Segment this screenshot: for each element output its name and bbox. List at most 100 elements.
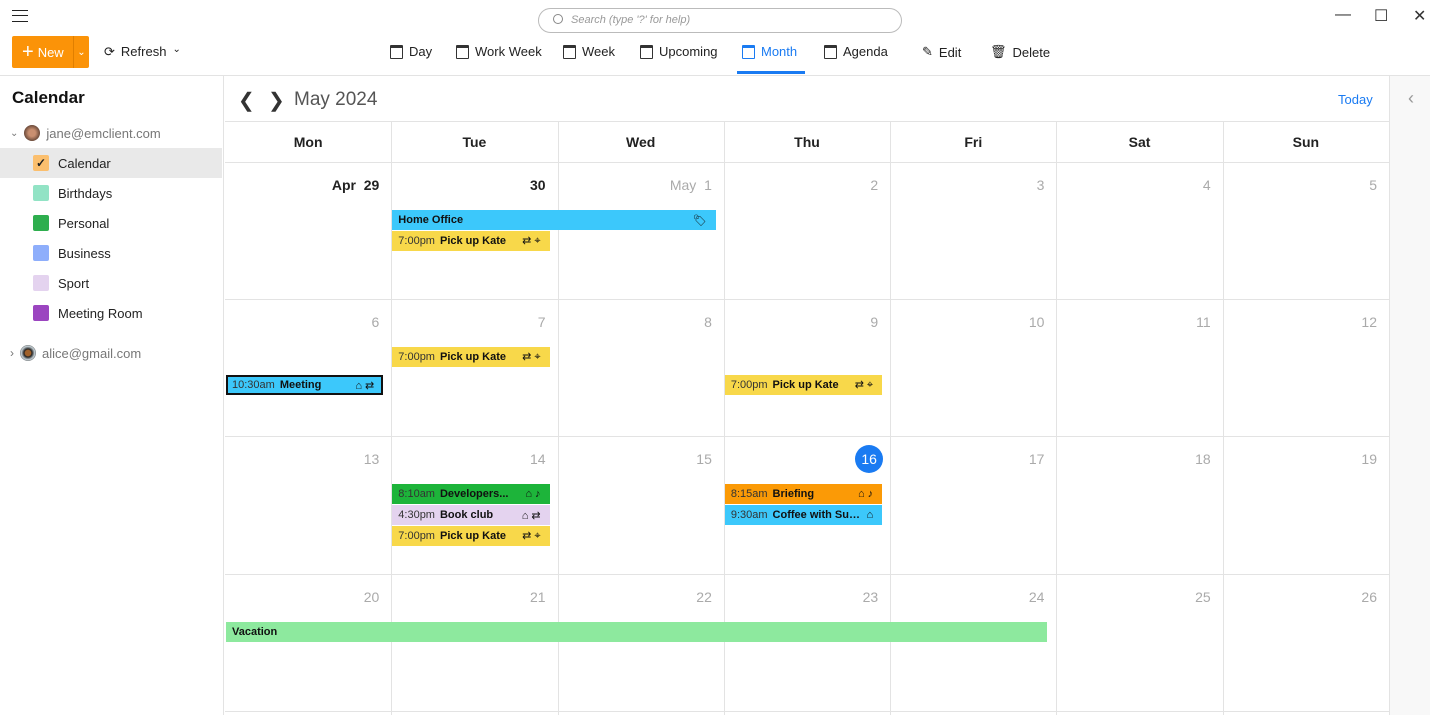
today-button[interactable]: Today (1338, 92, 1373, 107)
view-month-button[interactable]: Month (742, 44, 797, 59)
view-upcoming-button[interactable]: Upcoming (640, 44, 718, 59)
weekday-header: Fri (964, 134, 983, 150)
day-number[interactable]: 30 (530, 177, 546, 193)
chevron-right-icon[interactable]: › (10, 346, 14, 360)
calendar-event[interactable]: Home Office 🏷 (392, 210, 716, 230)
previous-month-button[interactable]: ❮ (238, 90, 255, 112)
maximize-button[interactable]: ☐ (1374, 8, 1389, 25)
day-number[interactable]: 12 (1361, 314, 1377, 330)
day-number[interactable]: 24 (1028, 589, 1045, 605)
calendar-color-checkbox[interactable] (33, 245, 49, 261)
calendar-event[interactable]: 8:15am Briefing ⌂♪ (724, 484, 883, 504)
day-number[interactable]: 17 (1028, 451, 1045, 467)
divider (225, 436, 1389, 437)
sidebar-item-birthdays[interactable]: Birthdays (0, 178, 222, 208)
day-number[interactable]: 13 (363, 451, 380, 467)
sidebar-item-meeting-room[interactable]: Meeting Room (0, 298, 222, 328)
calendar-event[interactable]: 7:00pm Pick up Kate ⇄⌖ (724, 375, 883, 395)
day-number[interactable]: 9 (870, 314, 879, 330)
calendar-week-icon (563, 44, 576, 59)
calendar-color-checkbox[interactable] (33, 185, 49, 201)
calendar-event[interactable]: 7:00pm Pick up Kate ⇄⌖ (392, 526, 550, 546)
day-number[interactable]: 7 (537, 314, 546, 330)
day-number[interactable]: 10 (1028, 314, 1045, 330)
view-work-week-button[interactable]: Work Week (456, 44, 542, 59)
chevron-down-icon[interactable]: ⌄ (10, 127, 19, 139)
sidebar (0, 76, 224, 715)
day-number[interactable]: 11 (1196, 314, 1211, 330)
day-number[interactable]: May 1 (669, 177, 712, 193)
day-number[interactable]: 26 (1361, 589, 1377, 605)
view-day-button[interactable]: Day (390, 44, 432, 59)
event-title: Coffee with Suz... (772, 509, 862, 521)
month-title: May 2024 (294, 89, 378, 110)
new-dropdown-chevron-icon[interactable]: ⌄ (73, 36, 89, 68)
day-number[interactable]: 14 (530, 451, 546, 467)
day-number[interactable]: 22 (696, 589, 712, 605)
day-number[interactable]: Apr 29 (331, 177, 380, 193)
calendar-color-checkbox[interactable] (33, 305, 49, 321)
day-number[interactable]: 4 (1202, 177, 1211, 193)
search-input[interactable]: Search (type '?' for help) (538, 8, 902, 33)
calendar-event[interactable]: 8:10am Developers... ⌂♪ (392, 484, 550, 504)
event-title: Home Office (398, 214, 464, 226)
calendar-color-checkbox[interactable] (33, 275, 49, 291)
minimize-button[interactable]: — (1335, 6, 1351, 23)
sidebar-item-calendar[interactable]: ✓ Calendar (0, 148, 222, 178)
view-agenda-button[interactable]: Agenda (824, 44, 888, 59)
day-number[interactable]: 25 (1195, 589, 1211, 605)
new-button[interactable]: + New ⌄ (12, 36, 89, 68)
day-number[interactable]: 23 (862, 589, 879, 605)
day-number[interactable]: 6 (371, 314, 380, 330)
divider (1222, 122, 1224, 715)
day-number[interactable]: 5 (1369, 177, 1377, 193)
day-number[interactable]: 21 (530, 589, 546, 605)
today-date-marker[interactable]: 16 (855, 445, 884, 473)
event-time: 7:00pm (730, 379, 768, 391)
day-number[interactable]: 2 (870, 177, 879, 193)
next-month-button[interactable]: ❯ (268, 90, 285, 112)
divider (225, 574, 1389, 575)
edit-button[interactable]: ✎ Edit (922, 44, 961, 60)
calendar-color-checkbox[interactable] (33, 215, 49, 231)
day-number[interactable]: 3 (1036, 177, 1045, 193)
calendar-color-checkbox[interactable]: ✓ (33, 155, 49, 171)
view-label: Day (409, 44, 433, 59)
calendar-event[interactable]: 9:30am Coffee with Suz... ⌂ (724, 505, 883, 525)
agenda-icon (824, 44, 837, 59)
event-status-icons: ⌂⇄ (521, 509, 544, 522)
event-title: Pick up Kate (772, 379, 839, 391)
expand-panel-chevron-icon[interactable]: ‹ (1408, 88, 1414, 108)
weekday-header: Thu (794, 134, 820, 150)
hamburger-menu-icon[interactable] (12, 10, 28, 22)
event-status-icons: ⇄⌖ (854, 379, 877, 391)
calendar-event[interactable]: Vacation (226, 622, 1048, 642)
day-number[interactable]: 19 (1361, 451, 1377, 467)
day-number[interactable]: 8 (704, 314, 712, 330)
sidebar-item-personal[interactable]: Personal (0, 208, 222, 238)
calendar-event[interactable]: 7:00pm Pick up Kate ⇄⌖ (392, 347, 550, 367)
view-week-button[interactable]: Week (563, 44, 615, 59)
event-status-icons: ⇄⌖ (522, 235, 544, 247)
delete-button[interactable]: 🗑 Delete (990, 44, 1050, 60)
event-title: Pick up Kate (439, 235, 507, 247)
calendar-event[interactable]: 7:00pm Pick up Kate ⇄⌖ (392, 231, 550, 251)
calendar-nav-header (225, 76, 1389, 122)
refresh-icon: ⟳ (104, 44, 115, 59)
divider (225, 711, 1389, 712)
day-number[interactable]: 20 (363, 589, 380, 605)
calendar-event[interactable]: 4:30pm Book club ⌂⇄ (392, 505, 550, 525)
sidebar-item-sport[interactable]: Sport (0, 268, 222, 298)
day-number[interactable]: 18 (1195, 451, 1211, 467)
day-number[interactable]: 15 (696, 451, 712, 467)
divider (391, 122, 393, 715)
divider (0, 75, 1430, 76)
account-alice[interactable]: › alice@gmail.com (10, 345, 141, 361)
close-button[interactable]: ✕ (1413, 8, 1427, 25)
chevron-down-icon: ⌄ (172, 44, 181, 55)
refresh-label: Refresh (120, 44, 167, 59)
account-jane[interactable]: ⌄ jane@emclient.com (10, 125, 161, 141)
refresh-button[interactable]: ⟳ Refresh ⌄ (104, 44, 181, 60)
sidebar-item-business[interactable]: Business (0, 238, 222, 268)
calendar-event[interactable]: 10:30am Meeting ⌂⇄ (226, 375, 384, 395)
